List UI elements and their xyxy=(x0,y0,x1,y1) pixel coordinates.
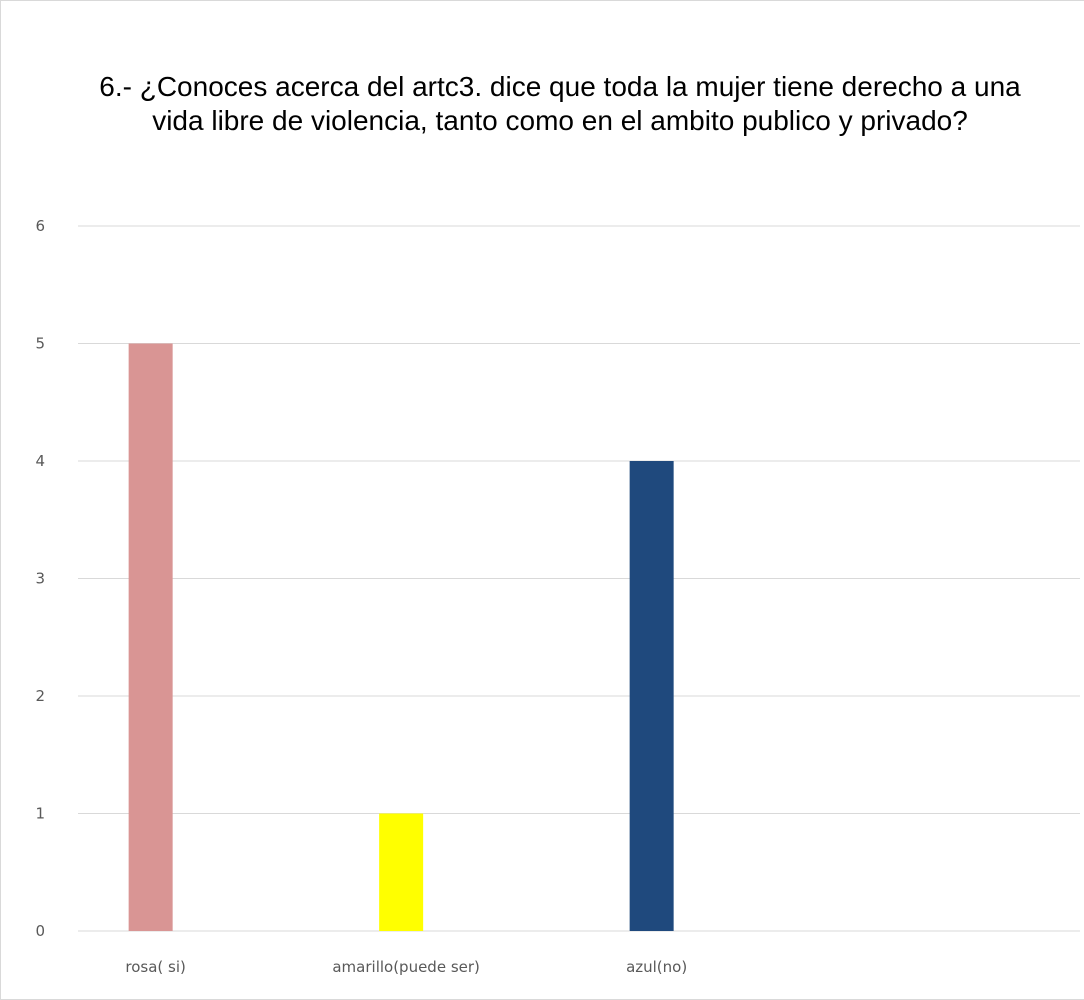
y-tick-label: 1 xyxy=(35,805,45,823)
y-tick-label: 6 xyxy=(35,217,45,235)
x-tick-label: amarillo(puede ser) xyxy=(332,958,480,976)
y-tick-label: 5 xyxy=(35,335,45,353)
gridlines xyxy=(78,225,1080,932)
x-axis-tick-labels: rosa( si) amarillo(puede ser) azul(no) xyxy=(125,958,687,976)
bars xyxy=(128,343,674,931)
bar-1 xyxy=(128,343,173,931)
y-tick-label: 3 xyxy=(35,570,45,588)
y-tick-label: 2 xyxy=(35,687,45,705)
bar-2 xyxy=(379,813,424,931)
x-tick-label: rosa( si) xyxy=(125,958,185,976)
x-tick-label: azul(no) xyxy=(626,958,687,976)
y-tick-label: 4 xyxy=(35,452,45,470)
bar-3 xyxy=(629,461,674,931)
y-axis-tick-labels: 0 1 2 3 4 5 6 xyxy=(35,217,45,940)
chart-title: 6.- ¿Conoces acerca del artc3. dice que … xyxy=(99,71,1021,136)
y-tick-label: 0 xyxy=(35,922,45,940)
